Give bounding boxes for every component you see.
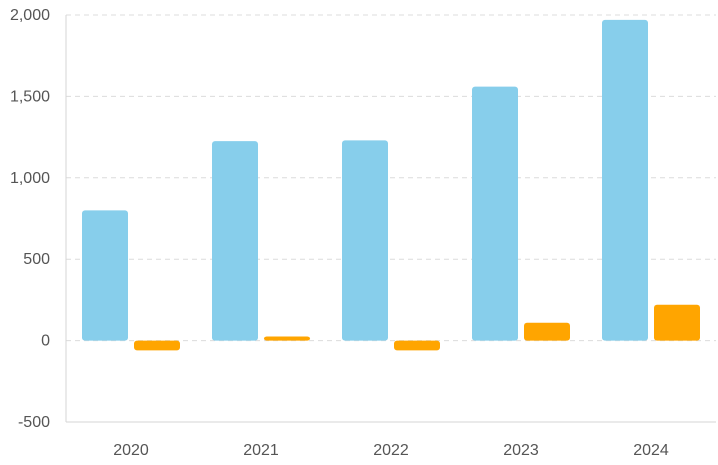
y-axis-tick-labels: -500 0 500 1,000 1,500 2,000 [10,7,50,431]
bar-2022-series-1 [342,140,388,341]
y-tick-label: 2,000 [10,7,50,24]
x-tick-label: 2024 [633,442,669,459]
axes [65,15,716,423]
x-tick-label: 2021 [243,442,279,459]
bar-2023-series-2 [524,322,570,341]
x-tick-label: 2023 [503,442,539,459]
x-tick-label: 2022 [373,442,409,459]
bars [82,19,700,351]
x-tick-label: 2020 [113,442,149,459]
bar-2021-series-1 [212,141,258,341]
y-tick-label: 1,500 [10,88,50,105]
bar-2024-series-1 [602,19,648,341]
bar-2024-series-2 [654,304,700,341]
bar-2020-series-1 [82,210,128,341]
bar-2023-series-1 [472,86,518,341]
y-tick-label: 1,000 [10,170,50,187]
y-tick-label: -500 [18,414,50,431]
bar-2020-series-2 [134,340,180,351]
y-tick-label: 0 [41,333,50,350]
bar-2021-series-2 [264,336,310,341]
bar-2022-series-2 [394,340,440,351]
x-axis-tick-labels: 2020 2021 2022 2023 2024 [113,442,669,459]
y-tick-label: 500 [23,251,50,268]
